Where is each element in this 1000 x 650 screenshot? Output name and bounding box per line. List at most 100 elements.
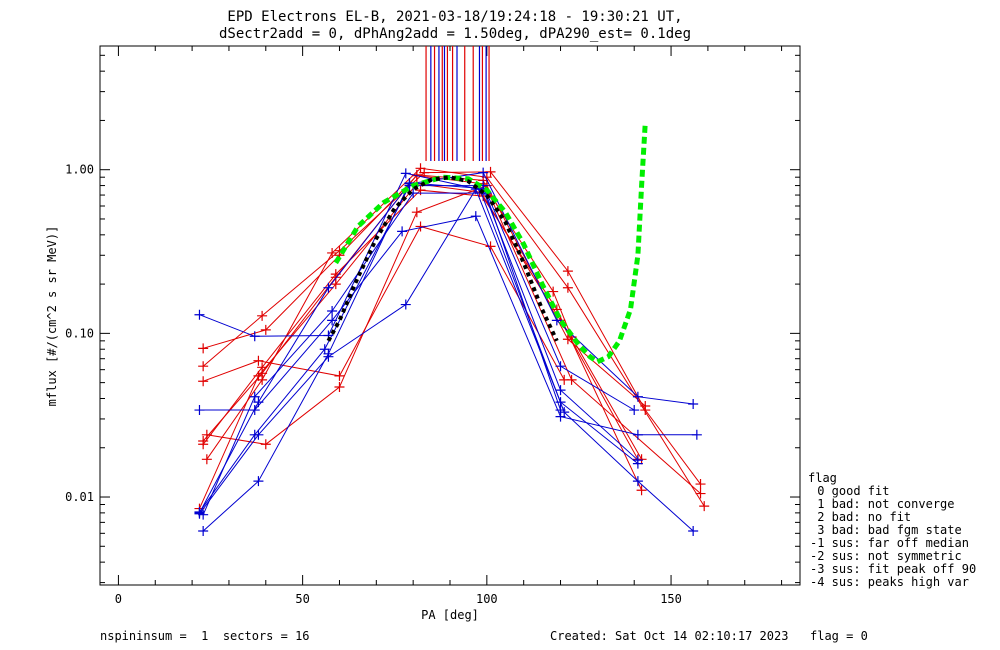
data-series — [194, 163, 710, 536]
legend-title: flag — [808, 471, 837, 485]
data-point — [257, 368, 268, 379]
data-point — [629, 405, 640, 416]
chart-title: EPD Electrons EL-B, 2021-03-18/19:24:18 … — [227, 9, 682, 25]
data-point — [194, 309, 205, 320]
footer-created: Created: Sat Oct 14 02:10:17 2023 — [550, 629, 788, 643]
data-point — [695, 488, 706, 499]
data-point — [470, 211, 481, 222]
data-point — [478, 167, 489, 178]
data-point — [194, 405, 205, 416]
x-tick-label: 150 — [660, 592, 682, 606]
data-point — [632, 429, 643, 440]
data-point — [198, 525, 209, 536]
data-point — [699, 501, 710, 512]
data-point — [562, 334, 573, 345]
series-line — [199, 172, 694, 514]
legend-entry: -2 sus: not symmetric — [810, 549, 962, 563]
data-point — [555, 361, 566, 372]
series-line — [199, 188, 639, 515]
flag-legend: flag 0 good fit 1 bad: not converge 2 ba… — [808, 471, 976, 589]
data-point — [400, 168, 411, 179]
series — [198, 188, 640, 520]
data-point — [253, 397, 264, 408]
series — [198, 221, 570, 387]
series-line — [199, 185, 561, 513]
data-point — [327, 305, 338, 316]
legend-entry: 2 bad: no fit — [810, 510, 911, 524]
data-point — [330, 272, 341, 283]
series-line — [199, 215, 697, 436]
data-point — [319, 344, 330, 355]
x-axis-label: PA [deg] — [421, 608, 479, 622]
y-tick-label: 1.00 — [65, 163, 94, 177]
data-point — [397, 226, 408, 237]
data-point — [566, 374, 577, 385]
series-line — [206, 167, 705, 507]
legend-entry: 3 bad: bad fgm state — [810, 523, 962, 537]
data-point — [249, 429, 260, 440]
y-tick-label: 0.10 — [65, 326, 94, 340]
x-tick-label: 0 — [115, 592, 122, 606]
data-point — [334, 370, 345, 381]
data-point — [632, 391, 643, 402]
series-line — [199, 172, 639, 461]
fit-curves — [326, 122, 648, 365]
data-point — [562, 266, 573, 277]
series-line — [202, 171, 701, 485]
series — [194, 211, 702, 440]
data-point — [548, 286, 559, 297]
data-point — [688, 399, 699, 410]
data-point — [632, 458, 643, 469]
legend-entry: -4 sus: peaks high var — [810, 575, 969, 589]
data-point — [688, 525, 699, 536]
y-tick-label: 0.01 — [65, 490, 94, 504]
data-point — [201, 429, 212, 440]
series-line — [206, 184, 646, 445]
data-point — [253, 355, 264, 366]
pitch-angle-markers — [425, 46, 490, 161]
legend-entry: -3 sus: fit peak off 90 — [810, 562, 976, 576]
data-point — [695, 479, 706, 490]
data-point — [257, 310, 268, 321]
data-point — [555, 405, 566, 416]
data-point — [253, 476, 264, 487]
data-point — [249, 391, 260, 402]
footer-flag: flag = 0 — [810, 629, 868, 643]
series — [198, 177, 699, 536]
data-point — [201, 454, 212, 465]
series — [194, 167, 699, 518]
footer-spin-info: nspininsum = 1 sectors = 16 — [100, 629, 310, 643]
data-point — [198, 361, 209, 372]
series — [198, 166, 706, 490]
data-point — [632, 476, 643, 487]
data-point — [411, 207, 422, 218]
y-axis-label: mflux [#/(cm^2 s sr MeV)] — [45, 226, 59, 407]
data-point — [194, 506, 205, 517]
legend-entry: 0 good fit — [810, 484, 889, 498]
data-point — [323, 351, 334, 362]
data-point — [260, 439, 271, 450]
data-point — [198, 343, 209, 354]
x-tick-label: 100 — [476, 592, 498, 606]
legend-entry: 1 bad: not converge — [810, 497, 955, 511]
axes: 0 50 100 150 0.01 0.10 1.00 — [65, 46, 800, 606]
data-point — [485, 166, 496, 177]
data-point — [562, 282, 573, 293]
x-tick-label: 50 — [295, 592, 309, 606]
series — [201, 180, 651, 450]
series-line — [202, 192, 635, 515]
fit-curve-green — [333, 122, 648, 365]
data-point — [555, 385, 566, 396]
data-point — [249, 331, 260, 342]
series-line — [203, 225, 565, 382]
series — [198, 170, 647, 465]
data-point — [334, 382, 345, 393]
data-point — [485, 241, 496, 252]
data-point — [198, 435, 209, 446]
data-point — [415, 163, 426, 174]
fit-curve-black — [326, 175, 559, 342]
chart-subtitle: dSectr2add = 0, dPhAng2add = 1.50deg, dP… — [219, 26, 691, 42]
data-point — [400, 299, 411, 310]
data-point — [327, 315, 338, 326]
